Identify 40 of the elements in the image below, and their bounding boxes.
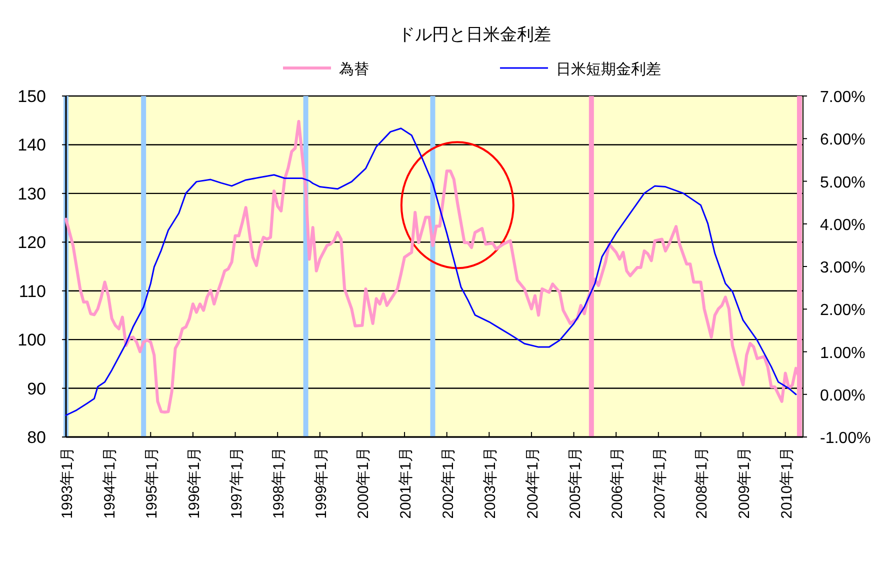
xtick: 2004年1月: [524, 447, 542, 519]
xtick: 2000年1月: [355, 447, 372, 519]
xtick: 2008年1月: [694, 447, 711, 519]
y2tick: 0.00%: [820, 387, 866, 404]
legend-label: 日米短期金利差: [556, 61, 661, 78]
y2tick: 1.00%: [820, 344, 866, 362]
xtick: 2002年1月: [440, 447, 457, 519]
ytick: 80: [27, 428, 46, 447]
xtick: 2005年1月: [566, 447, 584, 519]
ytick: 100: [18, 330, 46, 350]
xtick: 1999年1月: [312, 447, 330, 519]
y2tick: 6.00%: [820, 132, 866, 149]
xtick: 1998年1月: [270, 447, 288, 519]
xtick: 2007年1月: [651, 447, 668, 519]
chart-title: ドル円と日米金利差: [398, 25, 551, 44]
y2tick: 7.00%: [820, 89, 866, 106]
y2tick: -1.00%: [820, 430, 871, 447]
xtick: 2010年1月: [778, 447, 796, 519]
ytick: 140: [18, 136, 46, 155]
ytick: 110: [18, 282, 46, 301]
ytick: 150: [18, 87, 46, 106]
xtick: 2003年1月: [482, 447, 500, 519]
y2tick: 4.00%: [820, 216, 866, 234]
xtick: 1994年1月: [101, 447, 118, 519]
legend-label: 為替: [339, 61, 369, 78]
y2tick: 5.00%: [820, 174, 866, 192]
xtick: 2006年1月: [609, 447, 626, 519]
ytick: 130: [18, 184, 46, 204]
legend-item: 日米短期金利差: [500, 61, 661, 78]
ytick: 90: [27, 379, 46, 398]
xtick: 1997年1月: [228, 447, 246, 519]
xtick: 1995年1月: [144, 447, 161, 519]
xtick: 2009年1月: [736, 447, 754, 519]
xtick: 1996年1月: [186, 447, 203, 519]
y2tick: 2.00%: [820, 302, 866, 320]
y2tick: 3.00%: [820, 260, 866, 276]
legend-item: 為替: [283, 61, 369, 78]
xtick: 1993年1月: [59, 447, 76, 519]
xtick: 2001年1月: [398, 447, 415, 519]
ytick: 120: [18, 233, 46, 252]
